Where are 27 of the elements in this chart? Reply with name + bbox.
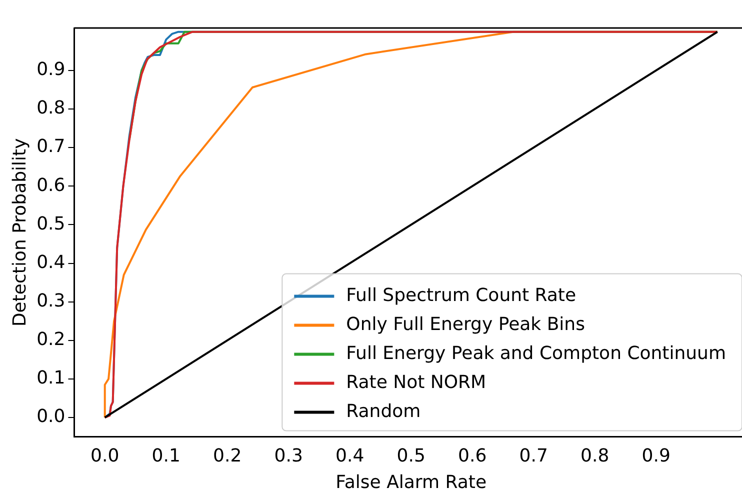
x-tick-label: 0.5: [396, 445, 426, 466]
legend-label: Full Energy Peak and Compton Continuum: [346, 342, 726, 364]
x-tick-label: 0.9: [642, 445, 670, 466]
y-tick-label: 0.0: [36, 406, 66, 428]
y-tick-label: 0.1: [36, 368, 66, 389]
y-tick-label: 0.7: [36, 136, 66, 158]
x-tick-label: 0.1: [152, 445, 180, 466]
y-axis-title: Detection Probability: [9, 138, 30, 327]
legend-label: Only Full Energy Peak Bins: [346, 314, 585, 335]
x-tick-label: 0.7: [519, 445, 548, 466]
y-tick-label: 0.3: [36, 290, 66, 312]
legend-label: Full Spectrum Count Rate: [346, 284, 576, 306]
x-axis-title: False Alarm Rate: [336, 472, 487, 493]
legend-label: Random: [346, 400, 421, 422]
y-tick-label: 0.8: [36, 98, 66, 119]
y-tick-label: 0.4: [36, 252, 66, 273]
x-tick-label: 0.8: [580, 445, 610, 466]
x-tick-label: 0.6: [458, 445, 487, 466]
x-tick-label: 0.2: [213, 445, 242, 466]
x-tick-label: 0.3: [274, 445, 303, 466]
y-tick-label: 0.6: [36, 174, 66, 196]
legend-label: Rate Not NORM: [346, 372, 486, 393]
y-tick-label: 0.2: [36, 329, 66, 350]
x-tick-label: 0.4: [336, 445, 364, 466]
x-tick-label: 0.0: [90, 445, 120, 466]
y-tick-label: 0.9: [36, 59, 66, 80]
y-tick-label: 0.5: [36, 213, 66, 234]
